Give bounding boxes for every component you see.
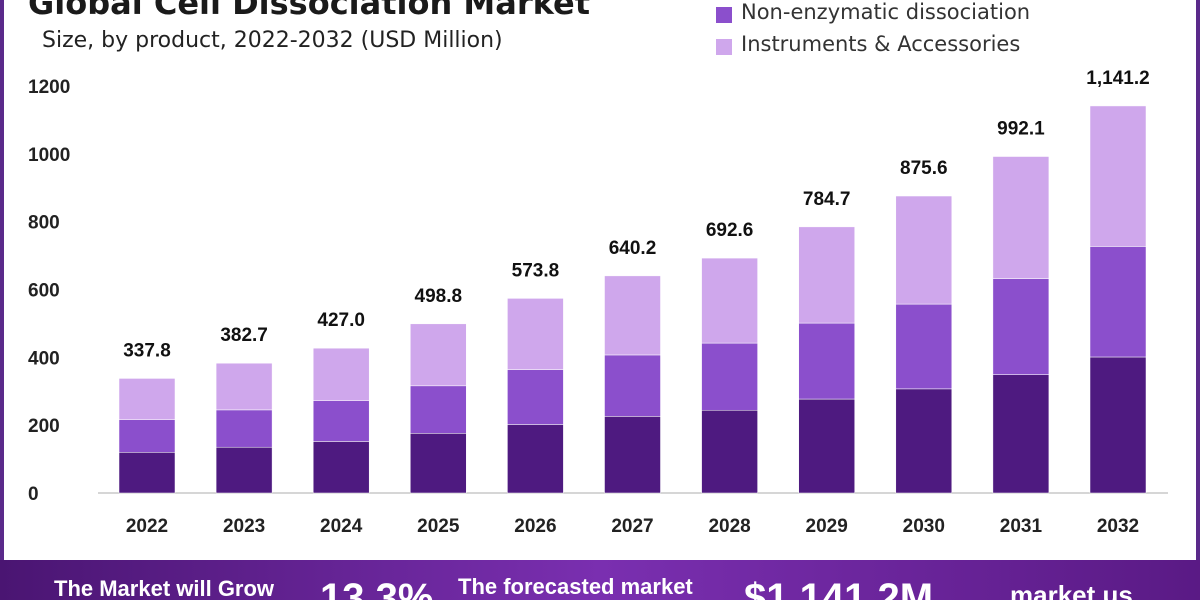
y-tick-label: 200 bbox=[28, 416, 60, 437]
banner-text-forecast: The forecasted market bbox=[458, 574, 693, 599]
bar-total-label: 427.0 bbox=[317, 310, 365, 331]
bar-segment-instruments bbox=[992, 156, 1050, 279]
bar-segment-non-enzymatic bbox=[410, 385, 467, 434]
bar-segment-base bbox=[118, 452, 176, 494]
bar-total-label: 692.6 bbox=[706, 220, 754, 241]
x-tick-label: 2024 bbox=[320, 516, 363, 537]
legend-label-non-enzymatic: Non-enzymatic dissociation bbox=[741, 0, 1031, 24]
bar-total-label: 784.7 bbox=[803, 189, 851, 210]
bar-total-label: 382.7 bbox=[220, 325, 268, 346]
bar-segment-instruments bbox=[701, 257, 758, 344]
y-tick-label: 400 bbox=[28, 348, 60, 369]
bar-segment-instruments bbox=[215, 362, 273, 411]
bar-segment-base bbox=[215, 446, 273, 494]
y-tick-label: 0 bbox=[28, 484, 39, 505]
y-tick-label: 800 bbox=[28, 213, 60, 234]
banner-brand: market.us bbox=[1010, 580, 1133, 600]
y-tick-label: 1000 bbox=[28, 145, 70, 166]
banner-forecast-value: $1,141.2M bbox=[744, 576, 934, 600]
bar-segment-base bbox=[410, 433, 467, 494]
bar-segment-non-enzymatic bbox=[604, 354, 661, 417]
banner-cagr-value: 13.3% bbox=[320, 576, 434, 600]
bar-segment-non-enzymatic bbox=[798, 322, 855, 400]
bar-segment-instruments bbox=[604, 275, 661, 356]
bar-segment-base bbox=[798, 398, 855, 494]
bar-segment-base bbox=[895, 388, 953, 494]
bar-segment-base bbox=[604, 416, 661, 494]
bar-segment-base bbox=[992, 374, 1050, 494]
y-tick-label: 600 bbox=[28, 281, 60, 302]
bar-total-label: 337.8 bbox=[123, 340, 171, 361]
bar-total-label: 1,141.2 bbox=[1086, 68, 1149, 89]
bar-segment-instruments bbox=[895, 195, 953, 305]
bar-segment-instruments bbox=[312, 347, 370, 401]
x-tick-label: 2027 bbox=[611, 516, 653, 537]
bar-segment-base bbox=[701, 409, 758, 494]
bar-segment-instruments bbox=[507, 298, 564, 370]
bar-segment-instruments bbox=[118, 378, 176, 420]
legend-swatch-instruments bbox=[716, 39, 732, 55]
x-tick-label: 2026 bbox=[514, 516, 556, 537]
x-tick-label: 2030 bbox=[903, 516, 945, 537]
bar-segment-non-enzymatic bbox=[992, 278, 1050, 375]
bar-segment-instruments bbox=[410, 323, 467, 387]
bar-segment-instruments bbox=[798, 226, 855, 324]
bar-segment-non-enzymatic bbox=[215, 409, 273, 448]
bar-total-label: 573.8 bbox=[512, 260, 560, 281]
x-tick-label: 2022 bbox=[126, 516, 168, 537]
banner-text-grow: The Market will Grow bbox=[54, 576, 275, 600]
x-tick-label: 2025 bbox=[417, 516, 460, 537]
stacked-bar-chart: 0 200 400 600 800 1000 1200 337.8 2022 382.7 2023 4… bbox=[28, 68, 1168, 537]
bar-segment-non-enzymatic bbox=[507, 369, 564, 425]
bar-segment-base bbox=[507, 424, 564, 494]
bar-total-label: 640.2 bbox=[609, 238, 657, 259]
y-tick-label: 1200 bbox=[28, 77, 70, 98]
bar-segment-non-enzymatic bbox=[701, 342, 758, 411]
bar-total-label: 992.1 bbox=[997, 119, 1045, 140]
bar-segment-non-enzymatic bbox=[312, 400, 370, 442]
legend-swatch-non-enzymatic bbox=[716, 7, 732, 23]
bar-segment-base bbox=[312, 441, 370, 494]
bar-segment-instruments bbox=[1089, 105, 1147, 247]
bar-segment-non-enzymatic bbox=[118, 419, 176, 453]
bar-total-label: 498.8 bbox=[415, 286, 463, 307]
legend-label-instruments: Instruments & Accessories bbox=[741, 32, 1021, 56]
x-tick-label: 2023 bbox=[223, 516, 265, 537]
chart-title: Global Cell Dissociation Market bbox=[28, 0, 591, 22]
x-tick-label: 2031 bbox=[1000, 516, 1043, 537]
x-tick-label: 2029 bbox=[806, 516, 848, 537]
footer-banner: The Market will Grow 13.3% The forecaste… bbox=[0, 560, 1200, 600]
x-tick-label: 2028 bbox=[708, 516, 750, 537]
bar-segment-non-enzymatic bbox=[895, 303, 953, 390]
bar-segment-base bbox=[1089, 356, 1147, 494]
chart-subtitle: Size, by product, 2022-2032 (USD Million… bbox=[42, 28, 503, 53]
x-tick-label: 2032 bbox=[1097, 516, 1139, 537]
bar-segment-non-enzymatic bbox=[1089, 246, 1147, 358]
bar-total-label: 875.6 bbox=[900, 158, 948, 179]
